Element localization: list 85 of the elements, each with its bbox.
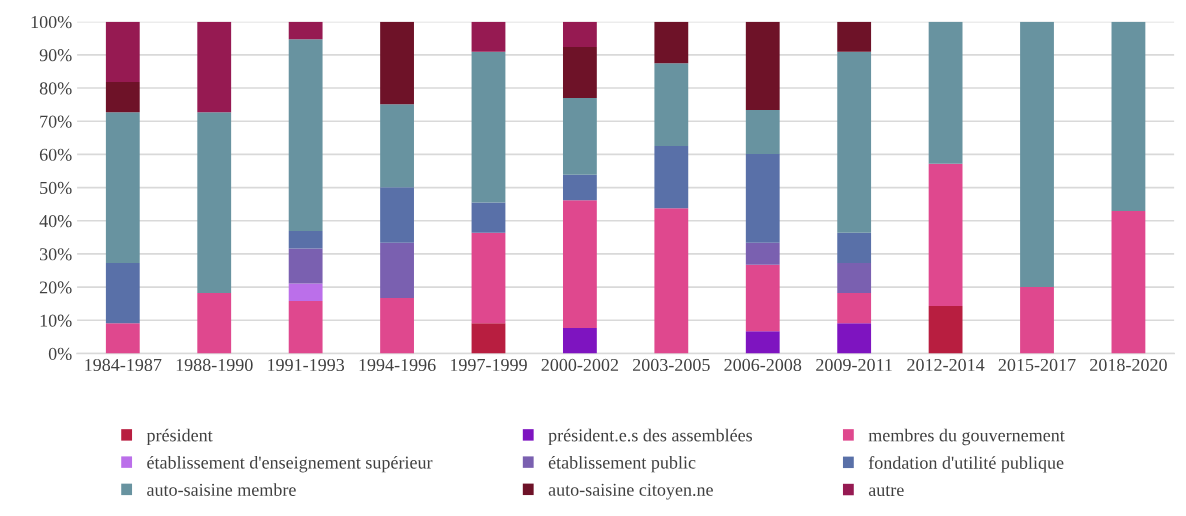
bar (562, 46, 597, 98)
legend-label: établissement public (548, 455, 696, 473)
bar (837, 21, 872, 52)
bar (928, 306, 963, 354)
bar (380, 21, 414, 105)
bar (562, 200, 597, 328)
x-tick-label: 1988-1990 (176, 358, 253, 372)
bar (928, 21, 963, 164)
bar (1111, 21, 1146, 212)
x-tick-label: 2003-2005 (633, 358, 710, 372)
y-tick-label: 80% (39, 82, 72, 95)
y-tick-label: 60% (39, 148, 72, 161)
bar (380, 187, 414, 243)
bar (197, 21, 232, 113)
y-tick-label: 70% (40, 115, 72, 128)
bar (288, 248, 323, 284)
bar (1111, 211, 1146, 354)
y-tick-label: 50% (40, 181, 72, 195)
bar (654, 21, 689, 64)
bar (562, 174, 597, 201)
bar (837, 51, 872, 233)
legend-label: autre (868, 485, 904, 497)
bar (562, 97, 597, 175)
bar (928, 163, 963, 307)
bar (380, 298, 414, 354)
bar (654, 63, 689, 147)
y-tick-label: 30% (40, 248, 72, 261)
bar (1020, 21, 1054, 288)
x-tick-label: 1984-1987 (85, 358, 162, 372)
bar (471, 21, 506, 52)
legend-label: membres du gouvernement (868, 428, 1065, 446)
bar (745, 264, 780, 332)
x-tick-label: 2009-2011 (816, 358, 892, 372)
x-tick-label: 2018-2020 (1090, 358, 1167, 372)
y-tick-label: 90% (39, 49, 72, 62)
bar (105, 21, 140, 83)
x-tick-label: 2012-2014 (907, 358, 985, 372)
bar (745, 154, 780, 243)
y-tick-label: 100% (31, 15, 72, 29)
bar (288, 231, 323, 249)
x-tick-label: 2006-2008 (724, 358, 802, 372)
bar (288, 21, 323, 40)
bar (197, 293, 232, 354)
bar (654, 208, 689, 354)
bar (380, 104, 414, 188)
y-tick-label: 20% (39, 281, 72, 294)
bar (745, 109, 780, 155)
x-tick-label: 1994-1996 (359, 358, 436, 372)
bar (197, 112, 232, 294)
bar (837, 232, 872, 263)
bar (471, 51, 506, 203)
bar (837, 262, 872, 294)
legend-label: auto-saisine citoyen.ne (548, 483, 713, 500)
bar (562, 21, 597, 47)
bar (562, 327, 597, 354)
bar (1020, 287, 1054, 354)
x-tick-label: 1997-1999 (450, 358, 527, 372)
bar (288, 283, 323, 302)
bar (654, 146, 689, 209)
x-tick-label: 2000-2002 (541, 358, 619, 372)
bar (837, 293, 872, 324)
bar (745, 21, 780, 110)
bar (105, 262, 140, 324)
bar (471, 232, 506, 324)
legend-label: président (146, 428, 213, 446)
bar (288, 39, 323, 232)
x-tick-label: 1991-1993 (268, 358, 345, 372)
legend-label: établissement d'enseignement supérieur (147, 455, 433, 473)
legend-label: auto-saisine membre (147, 483, 296, 496)
bar (380, 242, 414, 299)
y-tick-label: 40% (39, 215, 72, 228)
bar (105, 82, 140, 113)
bar (837, 323, 872, 354)
legend-label: président.e.s des assemblées (548, 428, 753, 446)
bar (471, 323, 506, 354)
bar (471, 202, 506, 233)
bar (288, 301, 323, 354)
bar (745, 242, 780, 265)
x-tick-label: 2015-2017 (998, 358, 1076, 372)
bar (745, 331, 780, 354)
y-tick-label: 10% (40, 314, 72, 327)
bar (105, 112, 140, 263)
bar (105, 323, 140, 354)
y-tick-label: 0% (48, 347, 72, 360)
legend-label: fondation d'utilité publique (868, 455, 1064, 473)
